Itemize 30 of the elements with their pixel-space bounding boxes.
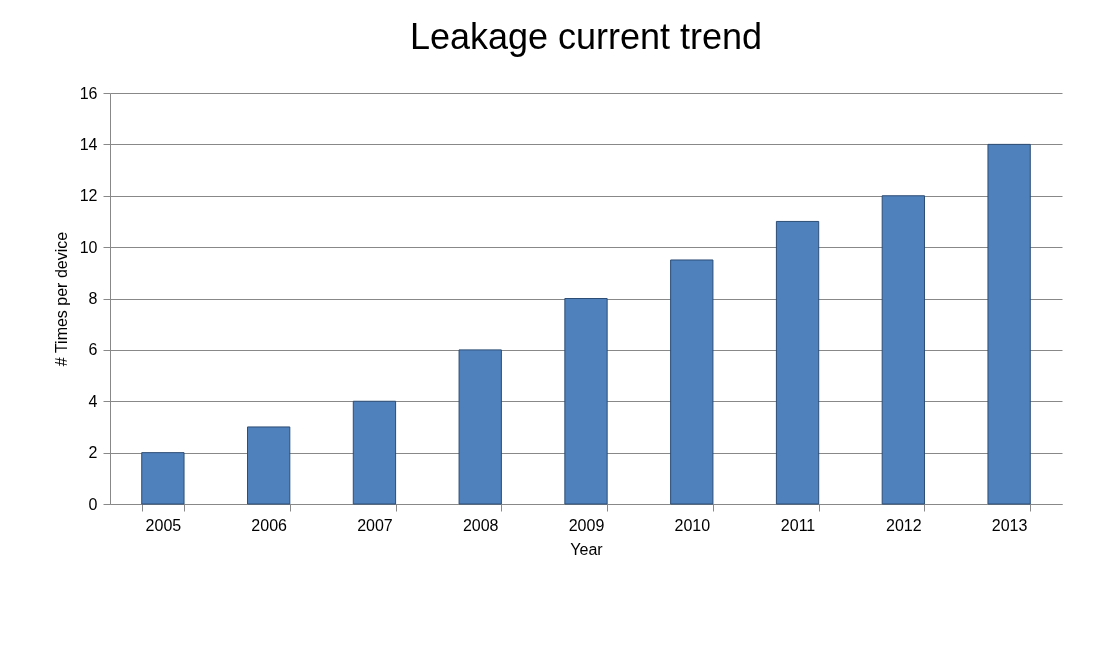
bar	[458, 349, 502, 505]
x-tick-label: 2013	[991, 516, 1028, 534]
y-tick-label: 10	[79, 238, 98, 256]
y-tick-label: 16	[79, 84, 98, 102]
x-tick-label: 2006	[251, 516, 288, 534]
bar	[670, 259, 714, 505]
x-tick-label: 2005	[145, 516, 182, 534]
x-tick-label: 2012	[886, 516, 922, 534]
bar	[247, 426, 291, 505]
y-axis-title: # Times per device	[52, 231, 70, 367]
bar	[987, 143, 1031, 505]
y-tick-label: 8	[88, 290, 98, 307]
y-tick-label: 2	[88, 444, 98, 462]
y-tick-label: 12	[79, 187, 98, 205]
bar	[881, 195, 925, 505]
bar	[352, 400, 397, 505]
x-tick-label: 2008	[462, 516, 499, 534]
x-axis-title: Year	[570, 540, 604, 558]
chart-title: Leakage current trend	[409, 16, 763, 57]
y-tick-label: 6	[88, 341, 98, 359]
y-tick-label: 4	[88, 392, 98, 410]
x-tick-label: 2007	[357, 516, 393, 534]
bar	[775, 220, 820, 505]
x-tick-label: 2011	[780, 516, 816, 534]
x-tick-label: 2010	[674, 516, 711, 534]
y-tick-label: 14	[79, 135, 98, 153]
x-tick-label: 2009	[568, 516, 605, 534]
bar	[141, 452, 185, 505]
y-tick-label: 0	[88, 495, 98, 513]
bar	[564, 298, 608, 505]
